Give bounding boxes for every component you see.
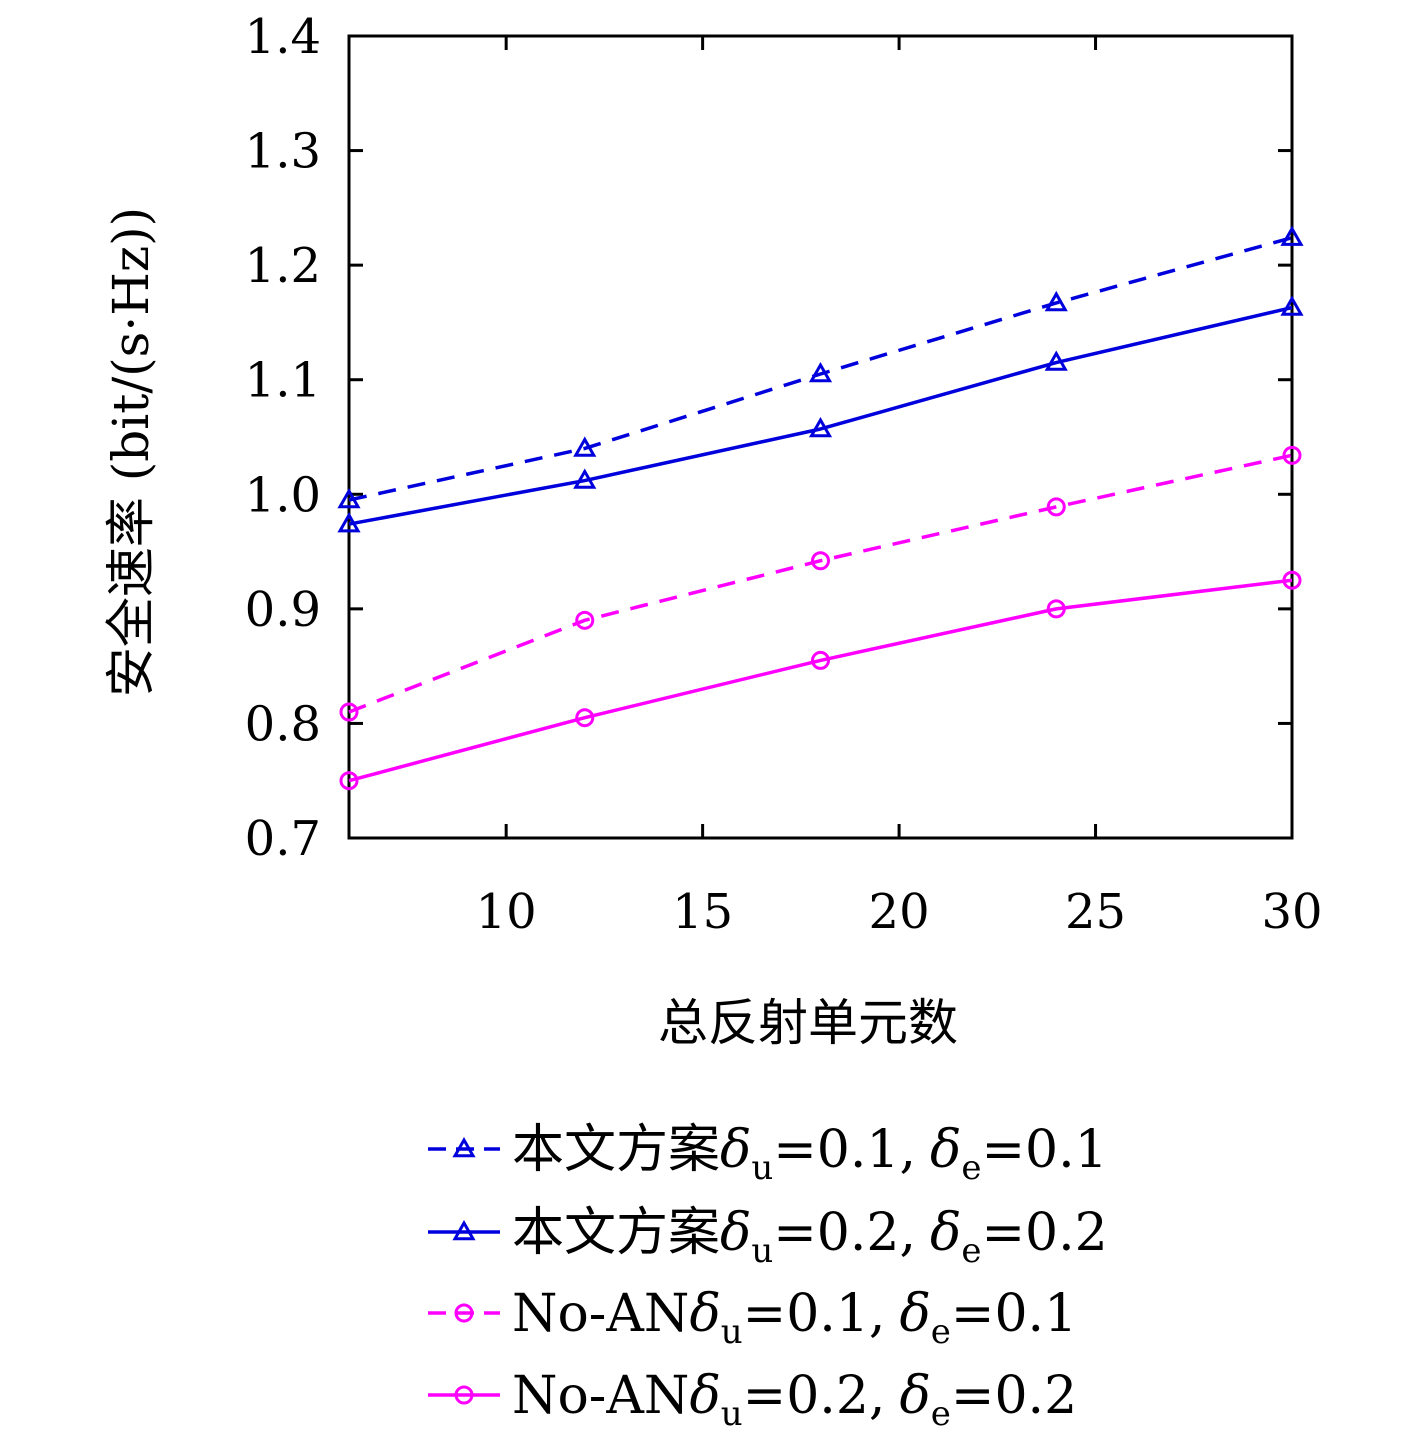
data-point xyxy=(339,771,359,791)
legend-item-4: No-ANδu=0.2, δe=0.2 xyxy=(428,1366,1077,1434)
legend-label: No-ANδu=0.1, δe=0.1 xyxy=(512,1284,1077,1352)
legend-marker xyxy=(452,1219,476,1241)
data-point xyxy=(1282,570,1302,590)
y-tick-label: 1.0 xyxy=(245,467,321,523)
series-1 xyxy=(337,225,1304,509)
data-point xyxy=(811,551,830,571)
series-4 xyxy=(339,570,1302,791)
legend-item-3: No-ANδu=0.1, δe=0.1 xyxy=(428,1284,1077,1352)
legend-item-1: 本文方案δu=0.1, δe=0.1 xyxy=(428,1120,1108,1188)
data-point xyxy=(1044,350,1068,371)
y-tick-label: 0.8 xyxy=(245,696,321,752)
data-point xyxy=(1046,497,1066,517)
series-line xyxy=(348,578,1293,783)
series-line xyxy=(348,305,1293,526)
data-point xyxy=(808,361,833,383)
series-line xyxy=(348,453,1293,714)
axes: 0.7 0.8 0.9 1.0 1.1 1.2 1.3 1.4 10 15 20 25 30 xyxy=(245,9,1323,940)
legend-marker xyxy=(454,1385,474,1405)
x-tick-label: 15 xyxy=(672,884,733,940)
legend-label: 本文方案δu=0.1, δe=0.1 xyxy=(512,1120,1108,1188)
data-point xyxy=(337,487,361,509)
legend-marker xyxy=(454,1303,474,1323)
data-point xyxy=(1280,225,1304,246)
x-tick-label: 25 xyxy=(1065,884,1126,940)
legend-label: No-ANδu=0.2, δe=0.2 xyxy=(512,1366,1077,1434)
legend-label: 本文方案δu=0.2, δe=0.2 xyxy=(512,1203,1108,1271)
data-point xyxy=(1280,295,1304,316)
data-point xyxy=(811,650,830,670)
data-point xyxy=(808,416,833,438)
y-tick-label: 0.7 xyxy=(245,811,321,867)
data-point xyxy=(573,436,597,457)
series-3 xyxy=(339,445,1302,722)
data-point xyxy=(339,702,359,722)
data-point xyxy=(575,610,595,630)
y-tick-label: 1.1 xyxy=(245,353,321,409)
data-point xyxy=(1046,599,1066,619)
x-tick-label: 20 xyxy=(869,884,930,940)
series-line xyxy=(348,235,1293,502)
y-axis-title: 安全速率 (bit/(s·Hz)) xyxy=(102,207,160,697)
data-point xyxy=(1044,290,1068,312)
x-tick-label: 30 xyxy=(1261,884,1322,940)
legend: 本文方案δu=0.1, δe=0.1 本文方案δu=0.2, δe=0.2 No-ANδ… xyxy=(428,1120,1108,1434)
series-2 xyxy=(337,295,1304,533)
plot-frame xyxy=(347,34,1294,840)
series-group xyxy=(337,225,1304,791)
legend-marker xyxy=(452,1136,476,1158)
data-point xyxy=(573,468,597,489)
data-point xyxy=(575,708,595,728)
y-tick-label: 1.4 xyxy=(245,9,321,65)
x-axis-title: 总反射单元数 xyxy=(658,994,958,1052)
legend-item-2: 本文方案δu=0.2, δe=0.2 xyxy=(428,1203,1108,1271)
y-tick-label: 1.3 xyxy=(245,124,321,180)
data-point xyxy=(1282,445,1302,465)
data-point xyxy=(337,512,361,533)
x-tick-label: 10 xyxy=(476,884,537,940)
y-tick-label: 0.9 xyxy=(245,582,321,638)
y-tick-label: 1.2 xyxy=(245,238,321,294)
